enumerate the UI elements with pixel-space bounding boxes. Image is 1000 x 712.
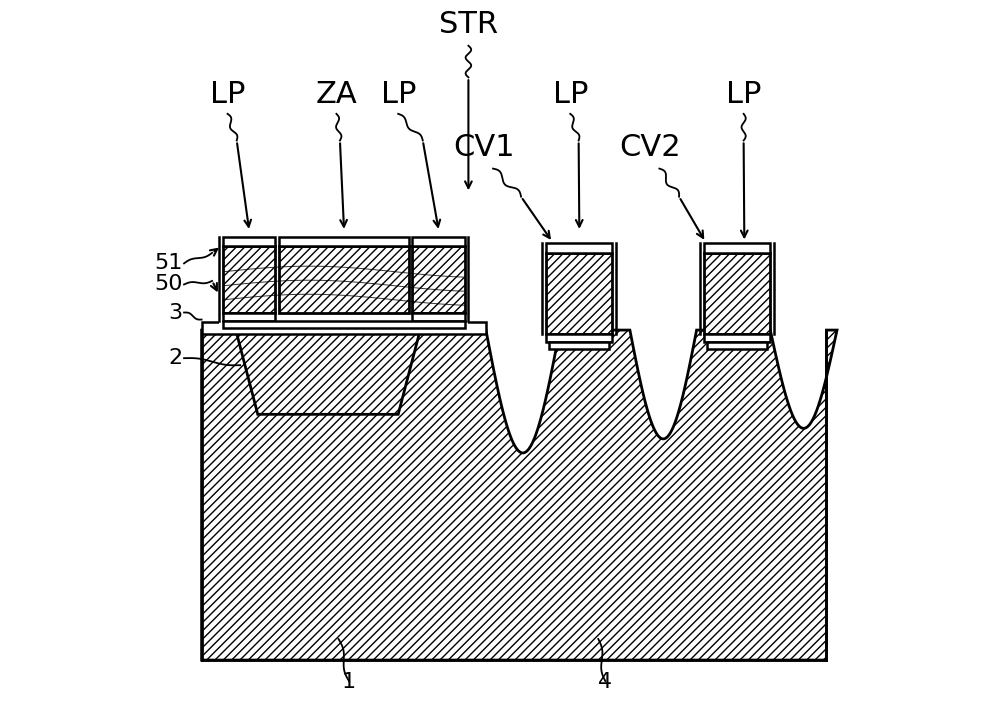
Bar bbox=[704, 334, 770, 342]
Bar bbox=[546, 243, 612, 253]
Bar bbox=[279, 236, 409, 246]
Bar bbox=[704, 243, 770, 253]
Bar bbox=[223, 246, 275, 313]
Bar bbox=[704, 253, 770, 334]
Bar bbox=[549, 342, 609, 349]
Text: CV2: CV2 bbox=[619, 132, 681, 162]
Text: 1: 1 bbox=[342, 671, 356, 691]
Text: 3: 3 bbox=[169, 303, 183, 323]
Text: 2: 2 bbox=[169, 348, 183, 368]
Bar bbox=[279, 246, 409, 313]
Bar bbox=[223, 321, 465, 328]
Polygon shape bbox=[237, 334, 419, 414]
Bar bbox=[546, 334, 612, 342]
Bar bbox=[707, 342, 767, 349]
Text: LP: LP bbox=[381, 80, 416, 109]
Text: 51: 51 bbox=[154, 253, 183, 273]
Bar bbox=[219, 321, 468, 330]
Text: 50: 50 bbox=[154, 274, 183, 295]
Bar bbox=[223, 236, 275, 246]
Bar bbox=[412, 236, 465, 246]
Text: ZA: ZA bbox=[316, 80, 357, 109]
Text: 4: 4 bbox=[598, 671, 612, 691]
Bar bbox=[223, 313, 275, 321]
Bar bbox=[412, 246, 465, 313]
Text: STR: STR bbox=[439, 10, 498, 38]
Text: CV1: CV1 bbox=[453, 132, 515, 162]
Bar bbox=[546, 253, 612, 334]
Bar bbox=[202, 322, 486, 334]
Text: LP: LP bbox=[210, 80, 245, 109]
Bar bbox=[412, 313, 465, 321]
Text: LP: LP bbox=[553, 80, 588, 109]
Polygon shape bbox=[202, 330, 837, 660]
Text: LP: LP bbox=[726, 80, 761, 109]
